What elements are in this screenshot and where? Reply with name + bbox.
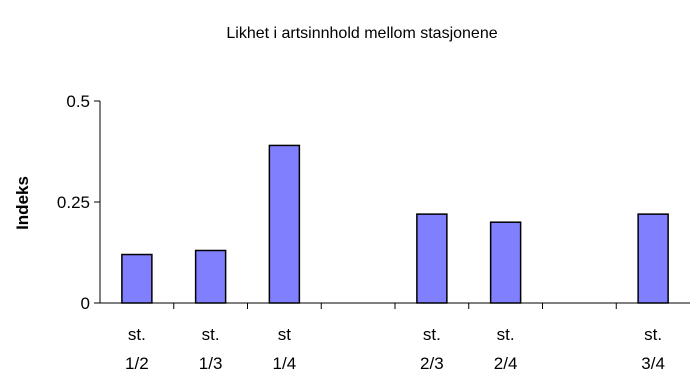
x-tick-label: 1/3	[199, 354, 223, 373]
bars	[121, 144, 669, 304]
y-axis-label: Indeks	[13, 176, 32, 230]
x-tick-label: st.	[423, 325, 441, 344]
x-tick-label: st.	[128, 325, 146, 344]
x-tick-label: 2/3	[420, 354, 444, 373]
x-tick-label: st	[278, 325, 292, 344]
x-tick-label: st.	[644, 325, 662, 344]
bar	[637, 213, 669, 304]
bar	[268, 144, 301, 304]
x-tick-label: 1/4	[273, 354, 297, 373]
y-tick-label: 0	[81, 294, 90, 313]
chart-title: Likhet i artsinnhold mellom stasjonene	[226, 25, 497, 42]
bar	[489, 221, 522, 304]
bar	[121, 253, 153, 304]
bar	[194, 249, 227, 304]
y-axis-ticks: 0 0.25 0.5	[57, 92, 100, 313]
y-tick-label: 0.25	[57, 193, 90, 212]
x-tick-label: 1/2	[125, 354, 149, 373]
x-tick-label: st.	[202, 325, 220, 344]
y-tick-label: 0.5	[66, 92, 90, 111]
bar	[416, 213, 448, 304]
x-axis-ticks: st. 1/2 st. 1/3 st 1/4 st. 2/3 st. 2/4 st. 3/4	[125, 303, 665, 373]
x-tick-label: 3/4	[641, 354, 665, 373]
x-tick-label: 2/4	[494, 354, 518, 373]
x-tick-label: st.	[497, 325, 515, 344]
